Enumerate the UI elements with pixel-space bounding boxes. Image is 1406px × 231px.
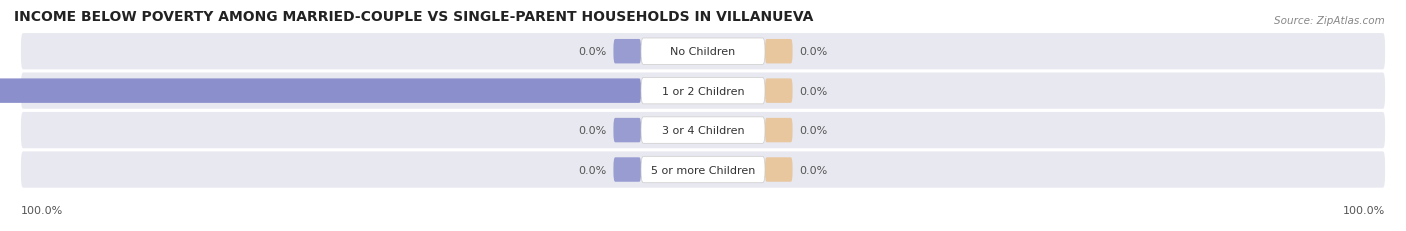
FancyBboxPatch shape xyxy=(21,73,1385,109)
FancyBboxPatch shape xyxy=(641,157,765,183)
FancyBboxPatch shape xyxy=(21,34,1385,70)
FancyBboxPatch shape xyxy=(641,78,765,104)
Text: 0.0%: 0.0% xyxy=(800,165,828,175)
FancyBboxPatch shape xyxy=(21,152,1385,188)
Text: 0.0%: 0.0% xyxy=(578,125,606,136)
Text: 3 or 4 Children: 3 or 4 Children xyxy=(662,125,744,136)
FancyBboxPatch shape xyxy=(613,40,641,64)
Text: 0.0%: 0.0% xyxy=(800,47,828,57)
Text: 0.0%: 0.0% xyxy=(800,125,828,136)
FancyBboxPatch shape xyxy=(613,158,641,182)
Text: 1 or 2 Children: 1 or 2 Children xyxy=(662,86,744,96)
Text: 0.0%: 0.0% xyxy=(800,86,828,96)
FancyBboxPatch shape xyxy=(765,158,793,182)
Text: 100.0%: 100.0% xyxy=(1343,205,1385,215)
Text: 0.0%: 0.0% xyxy=(578,165,606,175)
Text: 100.0%: 100.0% xyxy=(21,205,63,215)
FancyBboxPatch shape xyxy=(765,79,793,103)
FancyBboxPatch shape xyxy=(613,118,641,143)
Text: INCOME BELOW POVERTY AMONG MARRIED-COUPLE VS SINGLE-PARENT HOUSEHOLDS IN VILLANU: INCOME BELOW POVERTY AMONG MARRIED-COUPL… xyxy=(14,10,814,24)
FancyBboxPatch shape xyxy=(641,39,765,65)
FancyBboxPatch shape xyxy=(0,79,641,103)
FancyBboxPatch shape xyxy=(641,117,765,144)
Text: No Children: No Children xyxy=(671,47,735,57)
FancyBboxPatch shape xyxy=(765,40,793,64)
FancyBboxPatch shape xyxy=(21,112,1385,149)
Text: 0.0%: 0.0% xyxy=(578,47,606,57)
Text: 5 or more Children: 5 or more Children xyxy=(651,165,755,175)
FancyBboxPatch shape xyxy=(765,118,793,143)
Text: Source: ZipAtlas.com: Source: ZipAtlas.com xyxy=(1274,16,1385,26)
